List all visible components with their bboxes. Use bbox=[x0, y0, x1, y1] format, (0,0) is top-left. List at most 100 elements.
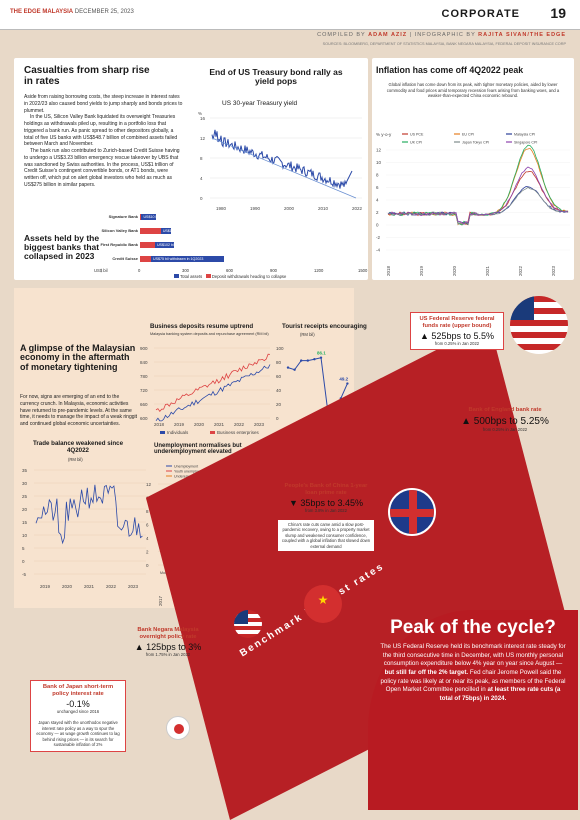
banks-title: Assets held by the biggest banks that co… bbox=[24, 233, 100, 261]
x-tick-label: 2022 bbox=[352, 206, 363, 211]
x-tick-label: 2018 bbox=[386, 265, 391, 276]
section-title: CORPORATE bbox=[441, 8, 520, 20]
tourist-unit: (RM bil) bbox=[300, 332, 315, 337]
deposit-series-line bbox=[155, 364, 271, 422]
casualties-text: Aside from raising borrowing costs, the … bbox=[24, 94, 183, 188]
y-tick-label: 4 bbox=[146, 536, 149, 541]
deposit-bar bbox=[140, 228, 161, 234]
total-assets-bar bbox=[140, 256, 225, 262]
unit-label: % y-o-y bbox=[376, 132, 392, 137]
y-tick-label: 6 bbox=[376, 185, 379, 190]
y-tick-label: 0 bbox=[22, 559, 25, 564]
x-tick-label: 2021 bbox=[485, 265, 490, 276]
bank-note: US$10 bil withdrawn a day after Silicon … bbox=[143, 215, 240, 219]
y-tick-label: 20 bbox=[22, 507, 28, 512]
y-tick-label: 900 bbox=[140, 346, 148, 351]
y-tick-label: 20 bbox=[276, 402, 282, 407]
x-tick-label: 600 bbox=[226, 268, 233, 273]
glimpse-title: A glimpse of the Malaysian economy in th… bbox=[20, 343, 136, 372]
x-tick-label: 300 bbox=[182, 268, 189, 273]
legend-swatch bbox=[210, 431, 215, 434]
treasury-title: End of US Treasury bond rally as yield p… bbox=[209, 67, 343, 86]
unemp-title: Unemployment normalises but underemploym… bbox=[154, 443, 242, 456]
bnm-rate-box: Bank Negara Malaysia overnight policy ra… bbox=[134, 627, 202, 658]
x-tick-label: 0 bbox=[138, 268, 141, 273]
y-tick-label: 10 bbox=[376, 160, 382, 165]
trade-title: Trade balance weakened since 4Q2022 bbox=[32, 440, 124, 454]
deposits-chart: 900 840 780 720 660 600 2018 2019 2020 2021 2022 20… bbox=[140, 346, 271, 435]
x-tick-label: 1200 bbox=[314, 268, 324, 273]
legend-label: US PCE bbox=[410, 133, 424, 137]
x-tick-label: 1990 bbox=[250, 206, 261, 211]
china-flag-icon: ★ bbox=[304, 585, 342, 623]
y-tick-label: -4 bbox=[376, 248, 380, 253]
inflation-series-line bbox=[387, 186, 569, 225]
inflation-desc: Global inflation has come down from its … bbox=[386, 82, 560, 99]
inflation-series-line bbox=[387, 170, 569, 226]
y-tick-label: 2 bbox=[376, 210, 379, 215]
y-tick-label: 12 bbox=[146, 482, 152, 487]
treasury-subtitle: US 30-year Treasury yield bbox=[222, 100, 298, 107]
y-tick-label: 16 bbox=[200, 116, 206, 121]
glimpse-text: For now, signs are emerging of an end to… bbox=[20, 394, 138, 427]
y-tick-label: 780 bbox=[140, 374, 148, 379]
bank-note: US$75 bil withdrawn in 1Q2023 bbox=[153, 257, 204, 261]
x-tick-label: 2023 bbox=[254, 422, 265, 427]
unit-label: % bbox=[198, 111, 202, 116]
peak-text: The US Federal Reserve held its benchmar… bbox=[380, 643, 566, 703]
legend-swatch bbox=[160, 431, 165, 434]
legend-label: Japan Tokyo CPI bbox=[462, 141, 489, 145]
page-header: THE EDGE MALAYSIA DECEMBER 25, 2023 CORP… bbox=[0, 0, 580, 30]
fed-rate-box: US Federal Reserve federal funds rate (u… bbox=[410, 312, 504, 351]
trade-unit: (RM bil) bbox=[68, 457, 83, 462]
uk-flag-icon bbox=[388, 488, 436, 536]
y-tick-label: 4 bbox=[376, 198, 379, 203]
us-flag-icon bbox=[510, 296, 568, 354]
boe-rate-box: Bank of England bank rate ▲ 500bps to 5.… bbox=[461, 407, 549, 432]
deposit-bar bbox=[140, 256, 151, 262]
legend-label: Business enterprises bbox=[217, 430, 260, 435]
y-tick-label: 720 bbox=[140, 388, 148, 393]
data-label: 86.1 bbox=[317, 351, 326, 356]
x-tick-label: 2021 bbox=[84, 584, 95, 589]
peak-title: Peak of the cycle? bbox=[390, 617, 556, 638]
banks-chart: Signature Bank US$10 bil withdrawn a day … bbox=[94, 206, 367, 280]
data-point bbox=[300, 359, 303, 362]
y-tick-label: 840 bbox=[140, 360, 148, 365]
y-tick-label: 4 bbox=[200, 176, 203, 181]
peak-panel: Peak of the cycle? The US Federal Reserv… bbox=[368, 610, 578, 810]
deposit-bar bbox=[140, 242, 155, 248]
y-tick-label: 8 bbox=[200, 156, 203, 161]
y-tick-label: 600 bbox=[140, 416, 148, 421]
bank-name: Credit Suisse bbox=[112, 256, 138, 261]
deposit-bar bbox=[140, 214, 142, 220]
japan-flag-icon bbox=[166, 716, 190, 740]
inflation-series-line bbox=[387, 186, 569, 226]
bank-note: US$102 bil withdrawn in 4Q2022 bbox=[156, 243, 210, 247]
data-point bbox=[319, 356, 323, 359]
y-tick-label: 8 bbox=[376, 173, 379, 178]
y-tick-label: 40 bbox=[276, 388, 282, 393]
trade-series-line bbox=[35, 484, 143, 545]
y-tick-label: 660 bbox=[140, 402, 148, 407]
inflation-title: Inflation has come off 4Q2022 peak bbox=[376, 65, 524, 75]
total-assets-bar bbox=[140, 214, 157, 220]
treasury-chart: 16 12 8 4 0 1980 1990 2000 2010 2022% bbox=[198, 111, 363, 211]
y-tick-label: 15 bbox=[22, 520, 28, 525]
pboc-rate-box: People's Bank of China 1-year loan prime… bbox=[284, 483, 368, 514]
data-point bbox=[346, 382, 349, 385]
x-tick-label: 2019 bbox=[174, 422, 185, 427]
legend-label: Malaysia CPI bbox=[514, 133, 535, 137]
inflation-series-line bbox=[387, 166, 569, 225]
x-tick-label: 2010 bbox=[318, 206, 329, 211]
deposits-subtitle: Malaysia banking system deposits and rep… bbox=[150, 332, 269, 336]
tourist-title: Tourist receipts encouraging bbox=[282, 323, 367, 330]
deposit-series-line bbox=[155, 353, 271, 413]
pboc-desc: China's rate cuts came amid a slow post-… bbox=[278, 520, 374, 552]
malaysia-flag-icon bbox=[234, 610, 262, 638]
x-tick-label: 2022 bbox=[518, 265, 523, 276]
y-tick-label: 12 bbox=[200, 136, 206, 141]
x-tick-label: 2020 bbox=[452, 265, 457, 276]
y-tick-label: 0 bbox=[200, 196, 203, 201]
